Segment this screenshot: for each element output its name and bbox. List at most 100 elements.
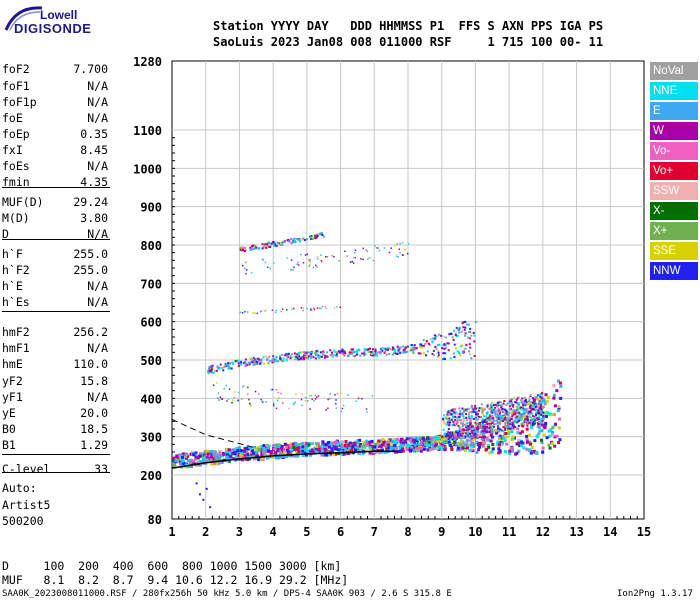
echo-point: [262, 444, 266, 448]
echo-point: [469, 420, 472, 423]
echo-point: [277, 456, 281, 460]
echo-point: [558, 438, 562, 442]
echo-point: [551, 430, 555, 434]
echo-point: [468, 435, 471, 438]
echo-point: [517, 403, 520, 406]
echo-point: [237, 399, 239, 401]
echo-point: [412, 438, 416, 442]
echo-point: [235, 454, 239, 458]
echo-point: [446, 342, 449, 345]
echo-point: [516, 409, 519, 412]
echo-point: [515, 417, 518, 420]
echo-point: [227, 361, 230, 364]
echo-point: [409, 448, 413, 452]
echo-point: [367, 258, 369, 260]
echo-point: [523, 412, 526, 415]
echo-point: [419, 343, 422, 346]
echo-point: [344, 440, 348, 444]
echo-point: [545, 414, 549, 418]
echo-point: [365, 408, 368, 410]
echo-point: [290, 269, 293, 271]
echo-point: [443, 439, 446, 442]
echo-point: [503, 449, 507, 453]
echo-point: [253, 360, 256, 363]
echo-point: [527, 433, 531, 437]
echo-point: [286, 451, 290, 455]
echo-point: [555, 389, 559, 393]
echo-point: [464, 432, 467, 435]
echo-point: [502, 430, 505, 433]
echo-point: [468, 337, 471, 340]
y-tick-label: 700: [140, 277, 162, 291]
echo-point: [252, 451, 256, 455]
echo-point: [525, 401, 528, 404]
echo-point: [465, 409, 468, 412]
echo-point: [301, 358, 304, 361]
echo-point: [199, 460, 203, 464]
echo-point: [476, 425, 479, 428]
echo-point: [450, 409, 453, 412]
echo-point: [504, 422, 507, 425]
echo-point: [252, 357, 255, 360]
echo-point: [442, 344, 445, 347]
echo-point: [184, 465, 188, 469]
echo-point: [304, 400, 307, 402]
x-tick-label: 3: [236, 525, 243, 539]
echo-point: [383, 247, 386, 249]
echo-point: [477, 422, 481, 426]
echo-point: [526, 422, 529, 425]
echo-point: [495, 429, 499, 433]
footer-file-info: SAA0K_2023008011000.RSF / 280fx256h 50 k…: [2, 589, 452, 599]
echo-point: [460, 426, 463, 429]
echo-point: [309, 260, 311, 263]
echo-point: [306, 308, 308, 310]
echo-point: [505, 418, 508, 421]
echo-point: [296, 263, 298, 266]
echo-point: [511, 410, 514, 413]
echo-point: [334, 394, 336, 396]
echo-point: [523, 414, 526, 417]
echo-point: [552, 396, 556, 400]
echo-point: [275, 309, 278, 312]
echo-point: [431, 352, 434, 355]
echo-point: [313, 352, 316, 355]
echo-point: [526, 424, 529, 427]
echo-point: [341, 350, 344, 353]
echo-point: [482, 409, 485, 412]
echo-point: [334, 443, 338, 447]
echo-point: [429, 436, 433, 440]
echo-point: [448, 333, 451, 336]
echo-point: [514, 401, 517, 404]
param-name: foE: [2, 111, 23, 125]
echo-point: [254, 312, 256, 314]
echo-point: [260, 457, 264, 461]
echo-point: [285, 445, 289, 449]
echo-point: [498, 434, 502, 438]
echo-point: [309, 236, 312, 239]
echo-point: [415, 347, 418, 350]
echo-point: [468, 353, 471, 356]
echo-point: [452, 352, 455, 355]
echo-point: [487, 416, 490, 419]
legend-item-x-: X+: [650, 222, 698, 240]
echo-point: [346, 441, 350, 445]
echo-point: [482, 423, 485, 426]
echo-point: [217, 392, 220, 394]
echo-point: [388, 438, 392, 442]
echo-point: [308, 354, 311, 357]
echo-point: [540, 399, 544, 403]
echo-point: [248, 398, 250, 401]
echo-point: [245, 448, 249, 452]
echo-point: [331, 449, 335, 453]
echo-point: [531, 402, 535, 406]
echo-point: [472, 406, 475, 409]
echo-point: [461, 407, 464, 410]
echo-point: [315, 354, 318, 357]
echo-point: [529, 426, 533, 430]
echo-point: [341, 348, 344, 351]
echo-point: [271, 444, 275, 448]
echo-point: [312, 356, 315, 359]
legend-item-sse: SSE: [650, 242, 698, 260]
echo-point: [334, 452, 338, 456]
echo-point: [517, 418, 520, 421]
